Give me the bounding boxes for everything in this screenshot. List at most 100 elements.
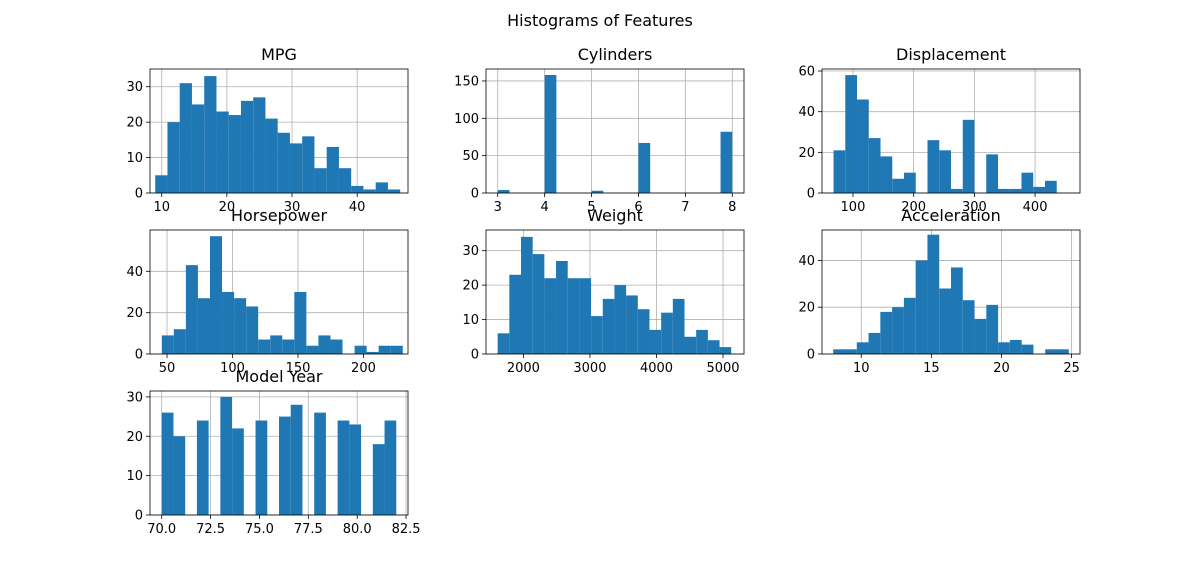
histogram-bar	[962, 119, 975, 193]
histogram-bar	[880, 311, 893, 354]
histogram-bar	[209, 236, 223, 354]
x-tick-label: 100	[220, 361, 245, 376]
subplot-title: Displacement	[896, 45, 1006, 64]
histogram-bar	[638, 142, 651, 193]
y-tick-label: 60	[798, 65, 815, 80]
x-tick-label: 4	[540, 200, 548, 215]
histogram-bar	[544, 278, 557, 354]
x-tick-label: 100	[841, 200, 866, 215]
x-tick-label: 200	[351, 361, 376, 376]
x-tick-label: 40	[349, 200, 366, 215]
histogram-bar	[1009, 188, 1022, 193]
histogram-bar	[720, 131, 733, 193]
x-tick-label: 25	[1063, 361, 1080, 376]
subplot-model-year: 70.0 72.5 75.0 77.5 80.0 82.5 0 10 20 30 Model Yea…	[126, 367, 420, 537]
histogram-bar	[927, 140, 940, 193]
histogram-bar	[240, 100, 254, 193]
histogram-bar	[927, 234, 940, 354]
x-tick-label: 20	[219, 200, 236, 215]
histogram-bar	[649, 329, 662, 354]
histogram-bar	[868, 138, 881, 193]
histogram-bar	[986, 304, 999, 354]
y-tick-label: 10	[462, 313, 479, 328]
subplot-title: Horsepower	[231, 206, 327, 225]
x-tick-label: 6	[634, 200, 642, 215]
y-tick-label: 20	[126, 306, 143, 321]
histogram-bar	[351, 185, 364, 193]
histogram-bar	[986, 154, 998, 193]
x-tick-label: 4000	[640, 361, 673, 376]
y-tick-label: 0	[135, 187, 143, 202]
histogram-bar	[246, 306, 259, 354]
y-tick-label: 30	[126, 80, 143, 95]
x-tick-label: 70.0	[147, 522, 176, 537]
x-tick-label: 30	[284, 200, 301, 215]
histogram-bar	[378, 345, 391, 354]
histogram-bar	[856, 342, 869, 354]
histogram-bar	[289, 143, 303, 193]
x-tick-label: 5	[587, 200, 595, 215]
histogram-bar	[696, 329, 708, 354]
histogram-bar	[892, 307, 904, 354]
histogram-bar	[1044, 180, 1057, 193]
histogram-bar	[844, 349, 857, 354]
histogram-bar	[833, 349, 845, 354]
histogram-bar	[833, 150, 846, 193]
y-tick-label: 20	[798, 301, 815, 316]
histogram-bar	[857, 99, 869, 193]
histogram-bar	[1057, 349, 1069, 354]
subplot-weight: 2000 3000 4000 5000 0 10 20 30 Weight	[462, 206, 745, 376]
histogram-bar	[521, 236, 533, 354]
x-tick-label: 7	[681, 200, 689, 215]
subplot-acceleration: 10 15 20 25 0 20 40 Acceleration	[798, 206, 1081, 376]
axes-frame	[821, 68, 1081, 194]
y-tick-label: 0	[471, 348, 479, 363]
histogram-bar	[497, 190, 510, 193]
histogram-bar	[532, 254, 545, 354]
histogram-bar	[363, 189, 376, 193]
histogram-bar	[390, 345, 403, 354]
histogram-bar	[1033, 186, 1045, 193]
x-tick-label: 200	[901, 200, 926, 215]
x-tick-label: 82.5	[392, 522, 421, 537]
histogram-bar	[579, 278, 592, 354]
y-tick-label: 30	[126, 390, 143, 405]
histogram-bar	[216, 111, 229, 193]
y-tick-label: 50	[462, 149, 479, 164]
histogram-bar	[290, 404, 303, 515]
histogram-bar	[556, 261, 568, 354]
histogram-bar	[845, 75, 858, 193]
histogram-bar	[220, 396, 233, 515]
histogram-bar	[567, 278, 580, 354]
y-tick-label: 150	[454, 74, 479, 89]
x-tick-label: 80.0	[343, 522, 372, 537]
histogram-bar	[614, 285, 627, 354]
subplot-title: Acceleration	[901, 206, 1000, 225]
histogram-bar	[277, 132, 290, 193]
histogram-bar	[951, 267, 963, 354]
histogram-bar	[196, 420, 209, 515]
y-tick-label: 40	[126, 265, 143, 280]
histogram-bar	[330, 339, 343, 354]
histogram-bar	[161, 412, 174, 515]
histogram-bar	[672, 298, 685, 354]
histogram-bar	[366, 351, 379, 354]
x-tick-label: 10	[853, 361, 870, 376]
x-tick-label: 77.5	[294, 522, 323, 537]
histogram-bar	[915, 260, 928, 354]
axes-frame	[149, 390, 409, 516]
x-tick-label: 3	[494, 200, 502, 215]
x-tick-label: 72.5	[196, 522, 225, 537]
histogram-bar	[497, 333, 510, 354]
y-tick-label: 20	[126, 430, 143, 445]
y-tick-label: 0	[135, 509, 143, 524]
y-tick-label: 40	[798, 105, 815, 120]
histogram-bar	[173, 329, 186, 354]
y-tick-label: 20	[462, 279, 479, 294]
histogram-bar	[349, 424, 362, 515]
histogram-bar	[173, 436, 186, 515]
x-tick-label: 3000	[573, 361, 606, 376]
x-tick-label: 150	[286, 361, 311, 376]
histogram-bar	[179, 83, 192, 193]
